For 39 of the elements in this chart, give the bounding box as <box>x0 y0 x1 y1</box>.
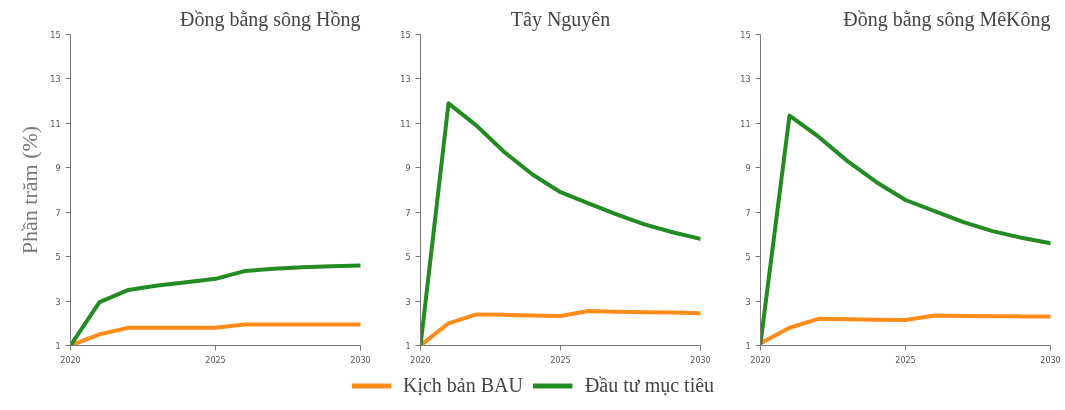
x-tick-label: 2025 <box>205 355 226 365</box>
y-tick-label: 11 <box>50 119 61 129</box>
y-tick-label: 15 <box>740 31 751 40</box>
x-tick-label: 2030 <box>690 355 711 365</box>
y-tick-label: 9 <box>55 164 61 174</box>
y-tick-label: 7 <box>55 208 61 218</box>
y-tick-label: 7 <box>405 208 411 218</box>
y-tick-label: 3 <box>405 297 411 307</box>
y-tick-label: 9 <box>405 164 411 174</box>
y-tick-label: 3 <box>745 297 751 307</box>
y-tick-label: 3 <box>55 297 61 307</box>
x-tick-label: 2020 <box>60 355 81 365</box>
x-tick-label: 2020 <box>750 355 771 365</box>
y-tick-label: 15 <box>400 31 411 40</box>
x-tick-label: 2025 <box>895 355 916 365</box>
chart-title: Đồng bằng sông Hồng <box>179 7 361 31</box>
y-tick-label: 11 <box>740 119 751 129</box>
x-tick-label: 2025 <box>550 355 571 365</box>
y-axis-title: Phần trăm (%) <box>17 125 43 255</box>
y-tick-label: 11 <box>400 119 411 129</box>
x-tick-label: 2020 <box>410 355 431 365</box>
legend-label: Kịch bản BAU <box>402 373 523 397</box>
y-tick-label: 5 <box>745 253 751 263</box>
y-tick-label: 1 <box>405 342 411 351</box>
chart-title: Đồng bằng sông MêKông <box>843 7 1051 31</box>
y-tick-label: 5 <box>405 253 411 263</box>
y-tick-label: 15 <box>50 31 61 40</box>
y-tick-label: 9 <box>745 164 751 174</box>
y-tick-label: 1 <box>55 342 61 351</box>
x-tick-label: 2030 <box>350 355 371 365</box>
y-tick-label: 1 <box>745 342 751 351</box>
x-tick-label: 2030 <box>1040 355 1061 365</box>
y-tick-label: 13 <box>50 75 61 85</box>
chart-title: Tây Nguyên <box>510 7 611 31</box>
y-tick-label: 13 <box>740 75 751 85</box>
y-tick-label: 7 <box>745 208 751 218</box>
legend-label: Đầu tư mục tiêu <box>584 373 715 397</box>
y-tick-label: 5 <box>55 253 61 263</box>
y-tick-label: 13 <box>400 75 411 85</box>
